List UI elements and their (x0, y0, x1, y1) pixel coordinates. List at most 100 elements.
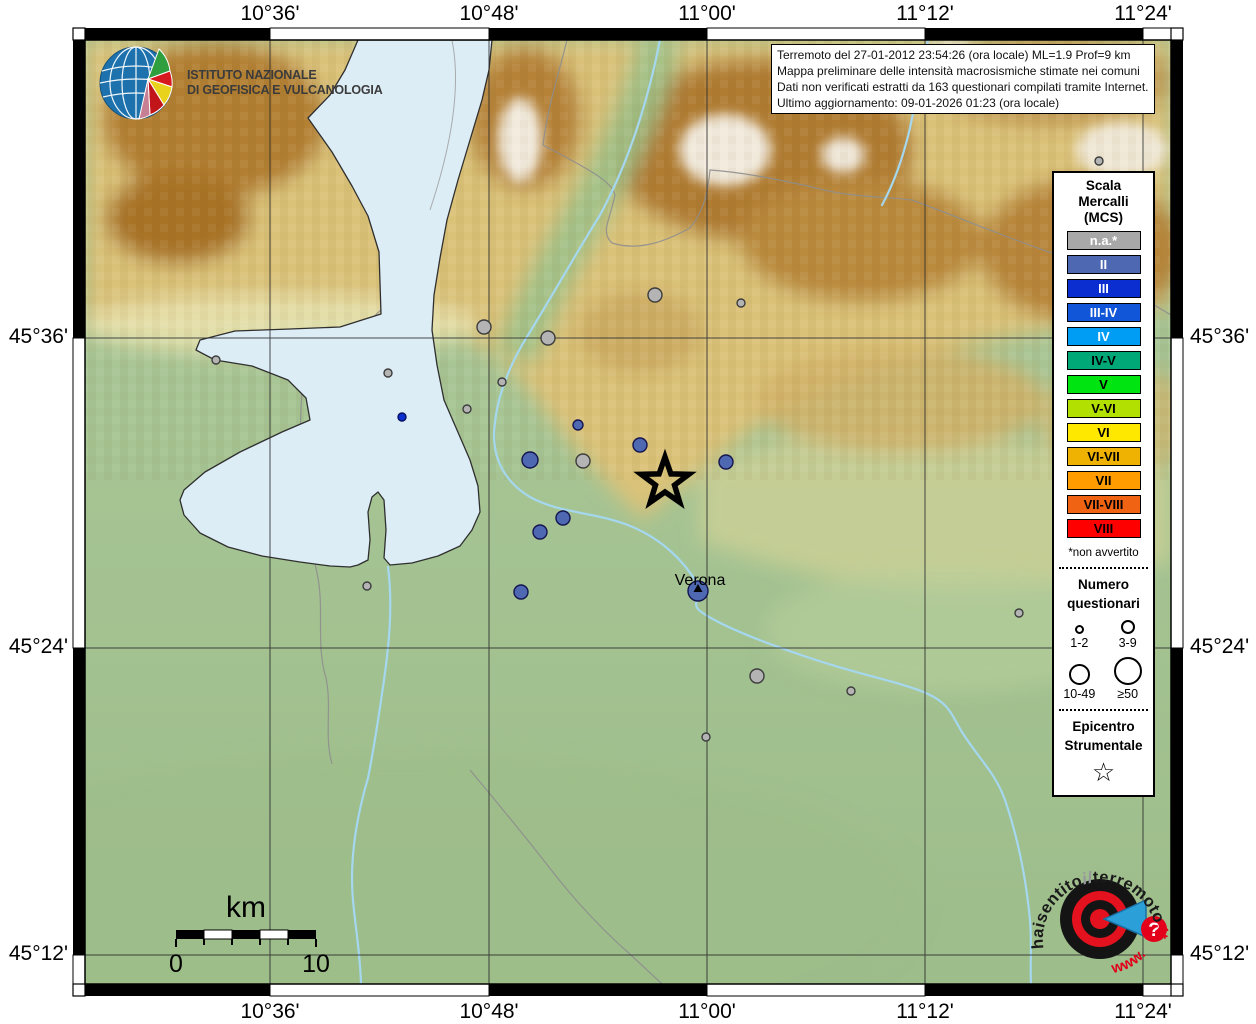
mcs-level-viii: VIII (1066, 519, 1141, 538)
info-line-event: Terremoto del 27-01-2012 23:54:26 (ora l… (777, 48, 1131, 62)
lat-tick-left: 45°12' (8, 942, 68, 965)
intensity-dot-na (383, 368, 393, 378)
earthquake-info-box: Terremoto del 27-01-2012 23:54:26 (ora l… (771, 44, 1155, 114)
intensity-dot-na (362, 581, 372, 591)
size-key-circle-icon (1074, 625, 1084, 634)
question-badge (1141, 916, 1167, 942)
intensity-dot-na (462, 404, 472, 414)
lon-tick-top: 11°00' (678, 2, 736, 25)
mcs-level-vivii: VI-VII (1066, 447, 1141, 466)
mcs-level-iii: III (1066, 279, 1141, 298)
epicenter-title-line2: Strumentale (1064, 738, 1143, 753)
info-line-updated: Ultimo aggiornamento: 09-01-2026 01:23 (… (777, 96, 1060, 110)
scale-end-label: 10 (302, 950, 330, 978)
lon-tick-top: 11°24' (1114, 2, 1172, 25)
intensity-dot-na (736, 298, 746, 308)
lat-tick-right: 45°24' (1190, 635, 1250, 658)
legend-title-line2: Mercalli (1078, 194, 1129, 209)
size-key-circle-icon (1113, 657, 1142, 685)
mcs-level-viiviii: VII-VIII (1066, 495, 1141, 514)
megaphone-icon (1102, 898, 1147, 939)
lon-tick-top: 10°48' (459, 2, 519, 25)
info-line-map-type: Mappa preliminare delle intensità macros… (777, 64, 1140, 78)
size-key: 1-2 (1056, 625, 1102, 650)
ingv-globe-icon (99, 46, 173, 120)
size-key-label: ≥50 (1117, 687, 1139, 701)
mcs-level-vii: VII (1066, 471, 1141, 490)
intensity-dot-II (572, 419, 584, 431)
question-mark: ? (1148, 920, 1160, 941)
legend-separator (1059, 567, 1148, 569)
size-key: 10-49 (1056, 664, 1102, 701)
mcs-scale-items: n.a.* II III III-IV IV IV-V V V-VI VI VI-VII VII VI… (1054, 231, 1153, 538)
questionnaires-title-line1: Numero (1077, 577, 1129, 592)
lat-tick-left: 45°36' (8, 325, 68, 348)
size-key-circle-icon (1068, 664, 1090, 685)
epicenter-star-icon (633, 448, 697, 509)
intensity-dot-II (532, 524, 548, 540)
lon-tick-top: 11°12' (896, 2, 954, 25)
scale-unit-label: km (226, 891, 266, 924)
intensity-dot-II (513, 584, 529, 600)
city-verona: Verona (675, 572, 726, 592)
legend-separator (1059, 709, 1148, 711)
intensity-dot-na (846, 686, 856, 696)
intensity-dot-II (521, 451, 539, 469)
lat-tick-right: 45°12' (1190, 942, 1250, 965)
intensity-dot-na (540, 330, 556, 346)
lon-tick-bottom: 10°36' (240, 1000, 300, 1023)
ingv-name-line1: ISTITUTO NAZIONALE (187, 68, 317, 82)
size-key-label: 10-49 (1063, 687, 1096, 701)
intensity-dots-layer (211, 156, 1104, 742)
mcs-level-vi: VI (1066, 423, 1141, 442)
legend-title-line1: Scala (1085, 178, 1122, 193)
mcs-level-ivv: IV-V (1066, 351, 1141, 370)
haisentitoilterremoto-logo: ? haisentitoilterremoto.it www. (1029, 868, 1171, 977)
size-key-label: 3-9 (1118, 636, 1137, 650)
intensity-dot-na (1094, 156, 1104, 166)
lake-garda (179, 40, 493, 568)
lat-tick-left: 45°24' (8, 635, 68, 658)
city-marker-icon (693, 584, 703, 592)
intensity-dot-na (211, 355, 221, 365)
mcs-level-vvi: V-VI (1066, 399, 1141, 418)
intensity-dot-II (718, 454, 734, 470)
lon-tick-bottom: 11°12' (896, 1000, 954, 1023)
lon-tick-bottom: 11°24' (1114, 1000, 1172, 1023)
epicenter-title-line1: Epicentro (1072, 719, 1135, 734)
lon-tick-bottom: 10°48' (459, 1000, 519, 1023)
intensity-dot-na (575, 453, 591, 469)
size-key-circle-icon (1120, 620, 1135, 634)
intensity-dot-II (555, 510, 571, 526)
mcs-level-ii: II (1066, 255, 1141, 274)
intensity-dot-III (397, 412, 407, 422)
mcs-level-v: V (1066, 375, 1141, 394)
terrain-layer: Verona km 0 10 (85, 40, 1171, 984)
lat-tick-right: 45°36' (1190, 325, 1250, 348)
mcs-level-iiiiv: III-IV (1066, 303, 1141, 322)
ingv-name-line2: DI GEOFISICA E VULCANOLOGIA (187, 83, 383, 97)
intensity-dot-na (1014, 608, 1024, 618)
intensity-dot-na (701, 732, 711, 742)
size-key-label: 1-2 (1070, 636, 1089, 650)
lon-tick-bottom: 11°00' (678, 1000, 736, 1023)
epicenter-star-key-icon: ☆ (1091, 757, 1116, 787)
mcs-level-na: n.a.* (1066, 231, 1141, 250)
map-frame (72, 27, 1184, 997)
intensity-dot-na (497, 377, 507, 387)
size-key: ≥50 (1105, 657, 1151, 701)
city-label: Verona (675, 572, 726, 589)
info-line-data-source: Dati non verificati estratti da 163 ques… (777, 80, 1149, 94)
mcs-level-iv: IV (1066, 327, 1141, 346)
intensity-dot-na (476, 319, 492, 335)
legend-panel: Scala Mercalli (MCS) n.a.* II III III-IV IV I… (1052, 171, 1155, 797)
lon-tick-top: 10°36' (240, 2, 300, 25)
legend-title-line3: (MCS) (1084, 210, 1123, 225)
questionnaire-size-key: 1-2 3-9 10-49 ≥50 (1054, 620, 1153, 701)
questionnaires-title-line2: questionari (1067, 596, 1140, 611)
intensity-dot-II (632, 437, 648, 453)
scale-bar: km 0 10 (169, 891, 330, 978)
size-key: 3-9 (1105, 620, 1151, 650)
ingv-logo: ISTITUTO NAZIONALE DI GEOFISICA E VULCAN… (96, 42, 383, 124)
